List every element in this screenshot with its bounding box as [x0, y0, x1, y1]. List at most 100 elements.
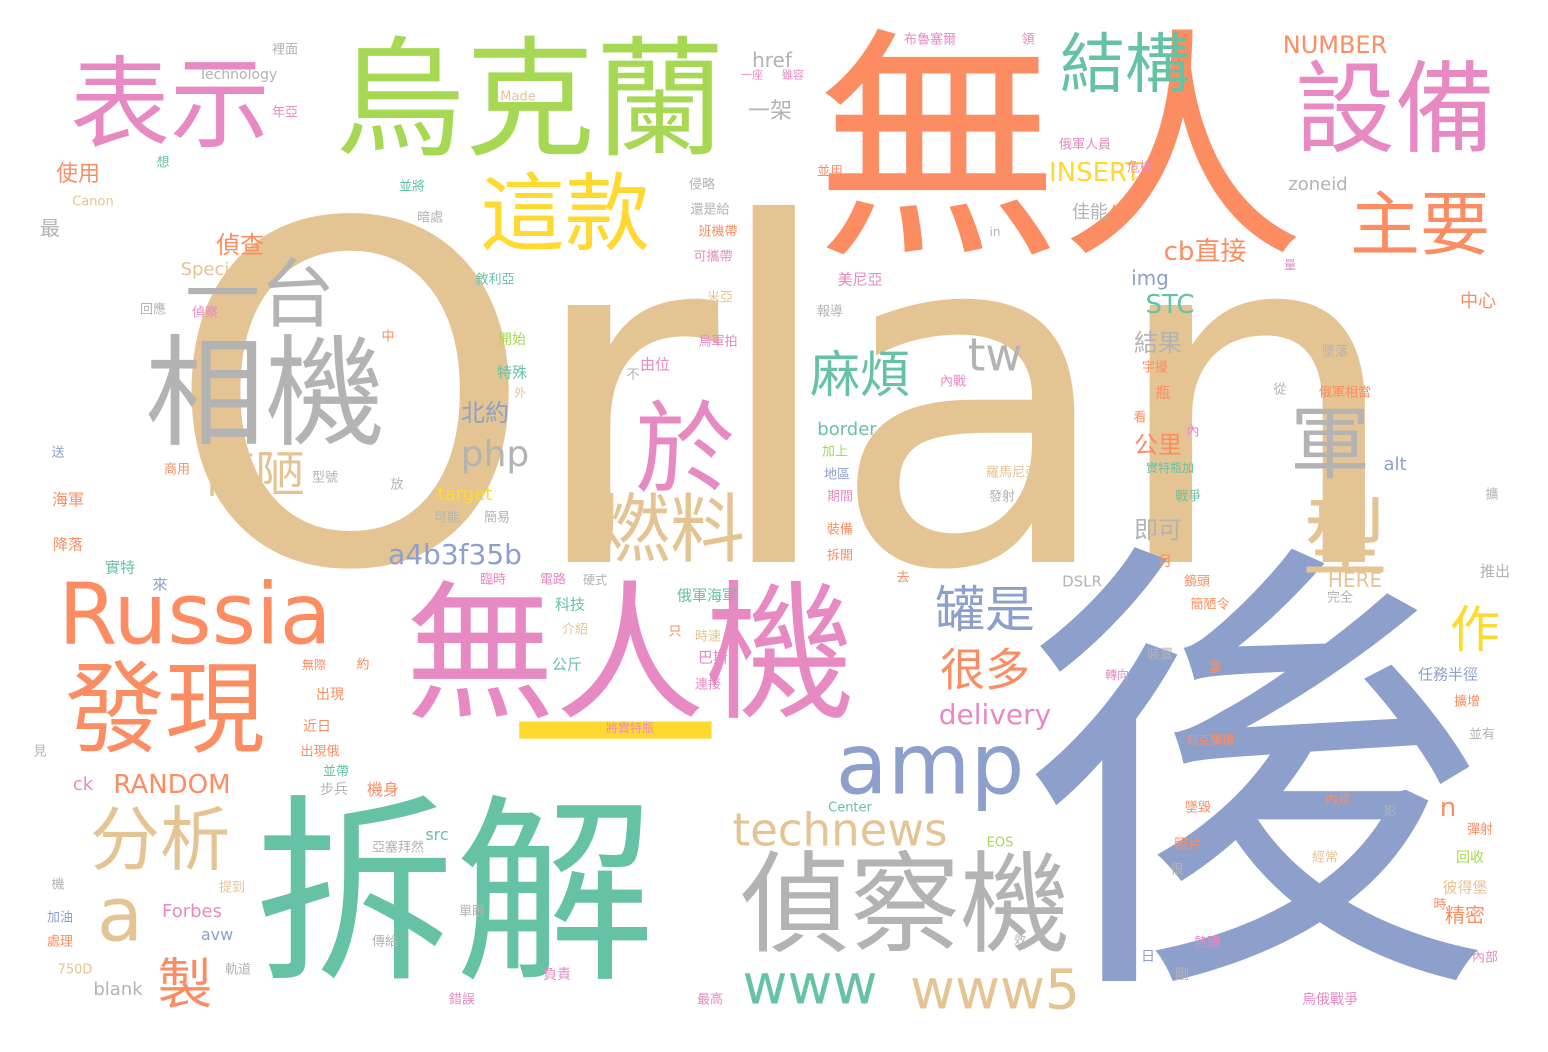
word-henduo: 很多 — [939, 643, 1031, 697]
word-made: Made — [500, 89, 536, 105]
word-chaijie: 拆解 — [254, 778, 656, 1011]
word-zhanzheng: 戰爭 — [1174, 489, 1202, 505]
word-bingdai: 並帶 — [322, 764, 350, 780]
word-number: NUMBER — [1282, 31, 1388, 59]
word-ck: ck — [72, 774, 94, 795]
word-alt: alt — [1383, 454, 1407, 475]
word-bingyong: 並用 — [816, 164, 844, 180]
word-youwei: 由位 — [639, 355, 671, 374]
word-ejunxiangdang: 俄軍相當 — [1318, 385, 1372, 401]
word-zui: 最 — [40, 216, 60, 240]
word-jianyi: 簡易 — [483, 510, 511, 526]
word-www5: www5 — [910, 957, 1080, 1022]
word-xing: 型 — [1302, 490, 1388, 590]
word-limian: 裡面 — [271, 42, 299, 58]
word-lianjie: 連接 — [694, 677, 722, 693]
word-zhuanxiang: 轉向 — [1104, 668, 1130, 682]
word-zhi2: 只 — [668, 624, 682, 640]
word-xiao: 效 — [1013, 933, 1027, 947]
word-yizuo: 一座 — [741, 68, 763, 82]
word-jingchang: 經常 — [1311, 850, 1339, 866]
word-www: www — [742, 952, 878, 1017]
word-forbes: Forbes — [161, 901, 223, 922]
word-zhong: 中 — [381, 329, 395, 345]
word-keji: 科技 — [554, 595, 586, 614]
word-kaishi: 開始 — [498, 332, 526, 348]
word-jingtou: 鏡頭 — [1183, 574, 1211, 590]
word-gongjin: 公斤 — [551, 655, 583, 674]
word-jiayou: 加油 — [46, 910, 74, 926]
word-a4b3f35b: a4b3f35b — [388, 538, 522, 571]
word-ejunrenyuan: 俄軍人員 — [1058, 137, 1112, 153]
word-zhuihui: 墜毀 — [1184, 800, 1212, 816]
word-border: border — [817, 419, 877, 440]
word-avw: avw — [200, 925, 234, 944]
word-fang: 放 — [390, 477, 404, 493]
word-chuxian: 出現 — [316, 687, 344, 703]
word-linshi: 臨時 — [479, 572, 507, 588]
word-zhongxin: 中心 — [1460, 291, 1496, 312]
word-wuren: 無人 — [815, 7, 1305, 293]
word-jun: 軍 — [1290, 398, 1370, 491]
word-a: a — [97, 870, 143, 959]
word-kexiedai: 可攜帶 — [693, 249, 733, 265]
word-img: img — [1131, 266, 1169, 290]
word-neijian: 內建 — [1324, 792, 1352, 808]
word-ping: 瓶 — [1155, 383, 1171, 402]
word-nei: 內 — [1186, 424, 1200, 440]
word-zhencha2: 偵察 — [191, 305, 219, 321]
word-xiangji: 相機 — [145, 325, 385, 464]
word-jieguo: 結果 — [1134, 329, 1182, 357]
word-hou: 後 — [1020, 506, 1490, 1052]
word-orlan: Orlan — [165, 126, 1405, 673]
word-yi: 一 — [509, 617, 721, 862]
word-zuo: 作 — [1450, 601, 1500, 659]
word-zhi: 製 — [157, 952, 213, 1017]
word-insert: INSERT — [1048, 158, 1142, 188]
word-zhuangzhi: 裝置 — [1146, 647, 1174, 663]
word-faxian: 發現 — [65, 651, 265, 768]
word-zuigao: 最高 — [696, 992, 724, 1008]
word-technews: technews — [732, 803, 948, 857]
word-beiyue: 北約 — [461, 399, 509, 427]
word-tuichu: 推出 — [1479, 562, 1511, 581]
word-anchu: 暗處 — [416, 210, 444, 226]
word-zhuangbei: 裝備 — [826, 522, 854, 538]
word-bubing: 步兵 — [320, 782, 348, 798]
word-teshu: 特殊 — [496, 363, 528, 382]
word-kuozeng: 擴增 — [1453, 694, 1481, 710]
word-meiniya: 美尼亞 — [837, 270, 883, 289]
word-jiangluo: 降落 — [52, 535, 84, 554]
word-nian: 年 — [1109, 204, 1127, 225]
word-hen: 很 — [1170, 862, 1184, 878]
word-special: Special — [180, 259, 246, 280]
word-bidebao: 彼得堡 — [1442, 878, 1488, 897]
word-xinghao: 型號 — [311, 470, 339, 486]
word-delivery: delivery — [938, 698, 1052, 731]
word-gongli: 公里 — [1134, 431, 1182, 459]
word-baodao: 報導 — [816, 304, 844, 320]
word-wukelan: 烏克蘭 — [334, 24, 726, 176]
word-russia: Russia — [58, 565, 332, 665]
word-xiang: 想 — [156, 155, 170, 171]
word-in: in — [989, 225, 1001, 239]
word-ying: 影 — [1383, 804, 1397, 820]
word-haishigei: 還是給 — [690, 202, 730, 218]
word-ejunhaijun: 俄軍海軍 — [676, 586, 738, 605]
word-danyan: 單眼 — [458, 904, 486, 920]
word-diqu: 地區 — [823, 467, 851, 483]
word-canon: Canon — [72, 194, 114, 210]
word-bu: 不 — [626, 367, 640, 383]
word-qinlue: 侵略 — [688, 177, 716, 193]
word-banjidai: 班機帶 — [698, 224, 738, 240]
word-750d: 750D — [57, 962, 93, 978]
word-xuliya: 敘利亞 — [475, 272, 515, 288]
word-random: RANDOM — [113, 770, 231, 800]
word-zoneid: zoneid — [1288, 174, 1348, 195]
word-renwubanjing: 任務半徑 — [1417, 665, 1479, 684]
word-yasaibairan: 亞塞拜然 — [371, 840, 425, 856]
word-zhekuan: 這款 — [479, 165, 651, 265]
word-nianya: 年亞 — [271, 105, 299, 121]
word-shiyong: 使用 — [55, 162, 101, 187]
word-buluseer: 布魯塞爾 — [903, 32, 957, 48]
